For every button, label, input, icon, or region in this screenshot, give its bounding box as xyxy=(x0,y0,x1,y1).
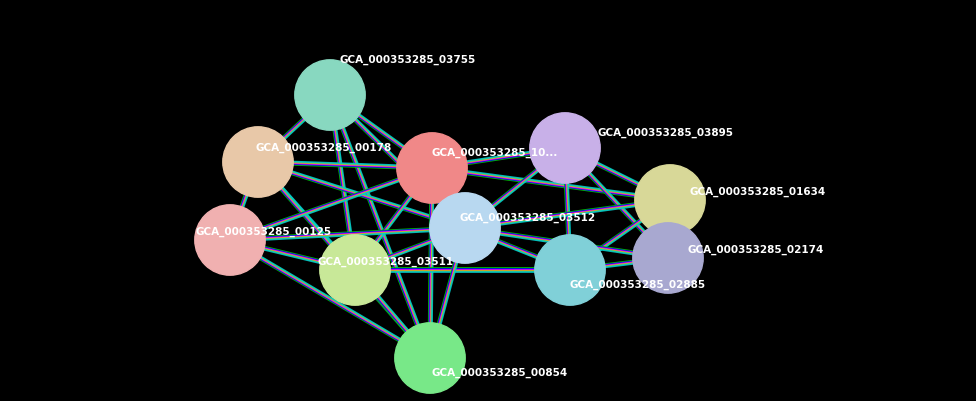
Ellipse shape xyxy=(395,323,466,393)
Ellipse shape xyxy=(530,113,600,183)
Ellipse shape xyxy=(223,127,293,197)
Text: GCA_000353285_02885: GCA_000353285_02885 xyxy=(570,280,706,290)
Text: GCA_000353285_01634: GCA_000353285_01634 xyxy=(690,187,827,197)
Text: GCA_000353285_00125: GCA_000353285_00125 xyxy=(196,227,332,237)
Text: GCA_000353285_02174: GCA_000353285_02174 xyxy=(688,245,825,255)
Text: GCA_000353285_00854: GCA_000353285_00854 xyxy=(432,368,568,378)
Text: GCA_000353285_10...: GCA_000353285_10... xyxy=(432,148,558,158)
Text: GCA_000353285_03511: GCA_000353285_03511 xyxy=(318,257,454,267)
Ellipse shape xyxy=(634,165,706,235)
Ellipse shape xyxy=(429,193,501,263)
Text: GCA_000353285_03512: GCA_000353285_03512 xyxy=(460,213,596,223)
Text: GCA_000353285_00178: GCA_000353285_00178 xyxy=(255,143,391,153)
Text: GCA_000353285_03755: GCA_000353285_03755 xyxy=(340,55,476,65)
Ellipse shape xyxy=(195,205,265,275)
Ellipse shape xyxy=(295,60,365,130)
Ellipse shape xyxy=(320,235,390,305)
Text: GCA_000353285_03895: GCA_000353285_03895 xyxy=(598,128,734,138)
Ellipse shape xyxy=(535,235,605,305)
Ellipse shape xyxy=(632,223,703,293)
Ellipse shape xyxy=(397,133,468,203)
